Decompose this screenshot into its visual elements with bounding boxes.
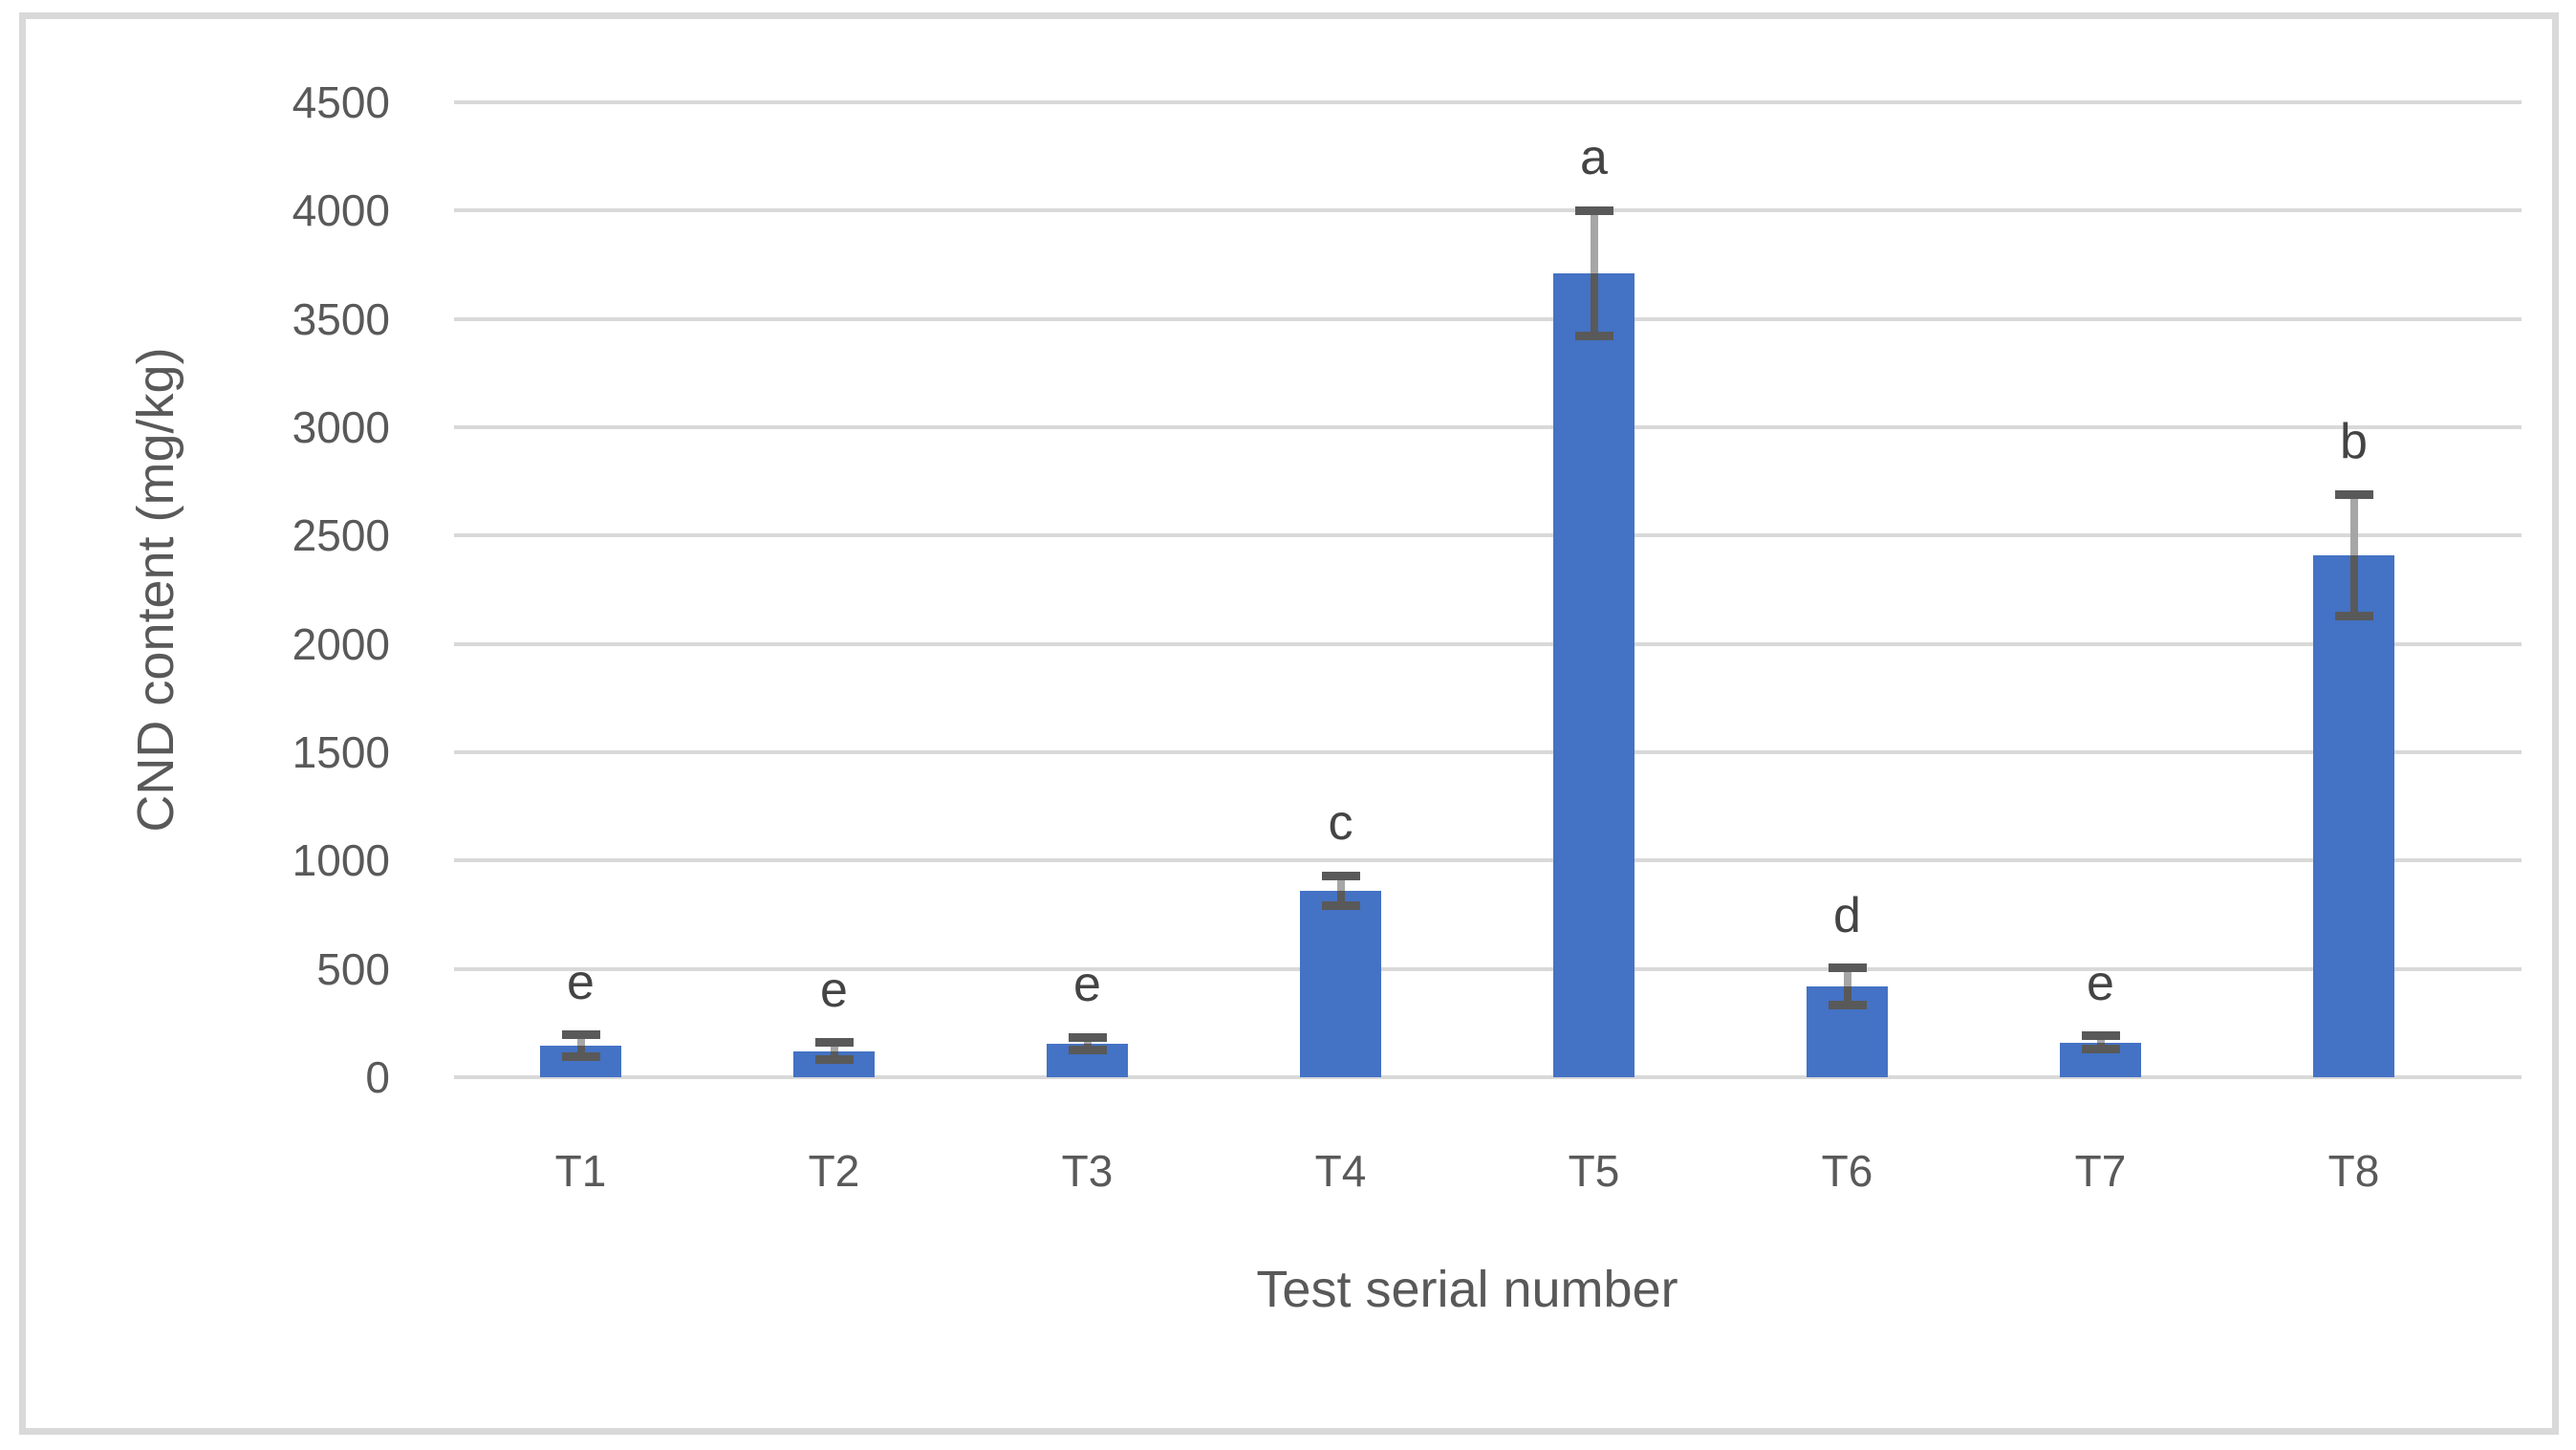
error-bar-cap-top bbox=[1321, 871, 1360, 880]
error-bar-cap-top bbox=[1068, 1032, 1107, 1042]
y-tick-label: 4500 bbox=[292, 77, 390, 127]
error-bar-cap-bottom bbox=[2081, 1045, 2120, 1054]
error-bar-line-lower bbox=[1336, 891, 1345, 906]
gridline bbox=[454, 858, 2522, 863]
bar-T5 bbox=[1553, 273, 1634, 1077]
x-tick-label-T2: T2 bbox=[808, 1146, 860, 1196]
sig-letter-T4: c bbox=[1328, 795, 1353, 852]
y-tick-label: 3500 bbox=[292, 293, 390, 344]
sig-letter-T2: e bbox=[820, 962, 848, 1018]
y-tick-label: 500 bbox=[316, 943, 390, 994]
error-bar-line-upper bbox=[1336, 876, 1345, 892]
y-tick-label: 0 bbox=[365, 1052, 390, 1102]
error-bar-cap-top bbox=[814, 1038, 854, 1048]
x-tick-label-T4: T4 bbox=[1314, 1146, 1367, 1196]
error-bar-cap-top bbox=[1828, 963, 1867, 973]
error-bar-line-upper bbox=[1590, 210, 1598, 274]
error-bar-cap-bottom bbox=[561, 1051, 600, 1061]
x-tick-label-T5: T5 bbox=[1568, 1146, 1620, 1196]
error-bar-line-lower bbox=[1590, 273, 1598, 336]
gridline bbox=[454, 316, 2522, 321]
sig-letter-T5: a bbox=[1580, 130, 1608, 186]
gridline bbox=[454, 1075, 2522, 1079]
error-bar-line-lower bbox=[830, 1050, 838, 1060]
x-axis-title: Test serial number bbox=[1256, 1261, 1678, 1318]
error-bar-line-lower bbox=[2349, 554, 2358, 617]
error-bar-line-upper bbox=[2349, 494, 2358, 555]
error-bar-line-lower bbox=[576, 1046, 585, 1057]
error-bar-line-upper bbox=[576, 1034, 585, 1047]
gridline bbox=[454, 533, 2522, 538]
figure-border bbox=[19, 12, 2559, 1435]
x-tick-label-T3: T3 bbox=[1061, 1146, 1114, 1196]
gridline bbox=[454, 641, 2522, 646]
error-bar-cap-top bbox=[2081, 1031, 2120, 1041]
y-tick-label: 1500 bbox=[292, 727, 390, 777]
error-bar-line-upper bbox=[1843, 967, 1851, 986]
error-bar-cap-bottom bbox=[1828, 1000, 1867, 1009]
x-tick-label-T8: T8 bbox=[2327, 1146, 2380, 1196]
error-bar-cap-bottom bbox=[1321, 901, 1360, 911]
y-tick-label: 4000 bbox=[292, 185, 390, 236]
error-bar-line-upper bbox=[830, 1042, 838, 1051]
bar-T4 bbox=[1300, 891, 1381, 1077]
sig-letter-T7: e bbox=[2087, 955, 2114, 1011]
y-tick-label: 2500 bbox=[292, 510, 390, 561]
gridline bbox=[454, 425, 2522, 429]
sig-letter-T3: e bbox=[1073, 957, 1101, 1013]
y-tick-label: 3000 bbox=[292, 402, 390, 452]
sig-letter-T8: b bbox=[2340, 414, 2368, 470]
error-bar-cap-top bbox=[1574, 206, 1613, 215]
gridline bbox=[454, 966, 2522, 971]
error-bar-cap-top bbox=[2334, 489, 2373, 499]
gridline bbox=[454, 100, 2522, 104]
x-tick-label-T1: T1 bbox=[554, 1146, 607, 1196]
y-tick-label: 1000 bbox=[292, 835, 390, 886]
error-bar-line-lower bbox=[1843, 985, 1851, 1006]
error-bar-cap-bottom bbox=[1574, 332, 1613, 341]
gridline bbox=[454, 750, 2522, 754]
bar-T8 bbox=[2313, 554, 2394, 1077]
y-tick-label: 2000 bbox=[292, 618, 390, 669]
x-tick-label-T7: T7 bbox=[2074, 1146, 2127, 1196]
sig-letter-T6: d bbox=[1833, 887, 1861, 943]
error-bar-cap-bottom bbox=[1068, 1046, 1107, 1055]
sig-letter-T1: e bbox=[567, 954, 595, 1010]
error-bar-cap-top bbox=[561, 1030, 600, 1040]
error-bar-cap-bottom bbox=[814, 1055, 854, 1065]
x-tick-label-T6: T6 bbox=[1821, 1146, 1873, 1196]
gridline bbox=[454, 208, 2522, 213]
error-bar-cap-bottom bbox=[2334, 611, 2373, 620]
